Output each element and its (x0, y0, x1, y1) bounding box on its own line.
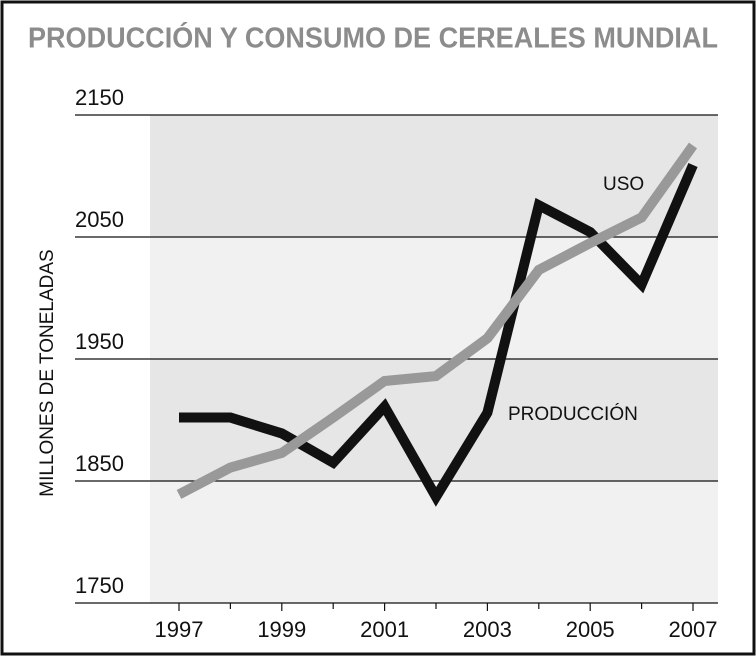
y-tick-label: 1750 (75, 573, 124, 598)
y-tick-label: 1850 (75, 451, 124, 476)
x-tick-label: 2007 (669, 617, 718, 642)
series-line (179, 163, 698, 507)
x-tick-label: 1997 (155, 617, 204, 642)
series-line (176, 142, 698, 499)
y-tick-label: 2150 (75, 85, 124, 110)
band (150, 115, 718, 237)
x-tick-label: 2005 (566, 617, 615, 642)
band (150, 237, 718, 359)
y-axis-label: MILLONES DE TONELADAS (37, 249, 58, 496)
y-tick-label: 2050 (75, 207, 124, 232)
series-label: PRODUCCIÓN (508, 403, 638, 425)
y-tick-label: 1950 (75, 329, 124, 354)
x-tick-label: 1999 (257, 617, 306, 642)
series-label: USO (603, 174, 644, 195)
x-tick-label: 2001 (360, 617, 409, 642)
x-tick-label: 2003 (463, 617, 512, 642)
chart-title: PRODUCCIÓN Y CONSUMO DE CEREALES MUNDIAL (28, 21, 718, 55)
